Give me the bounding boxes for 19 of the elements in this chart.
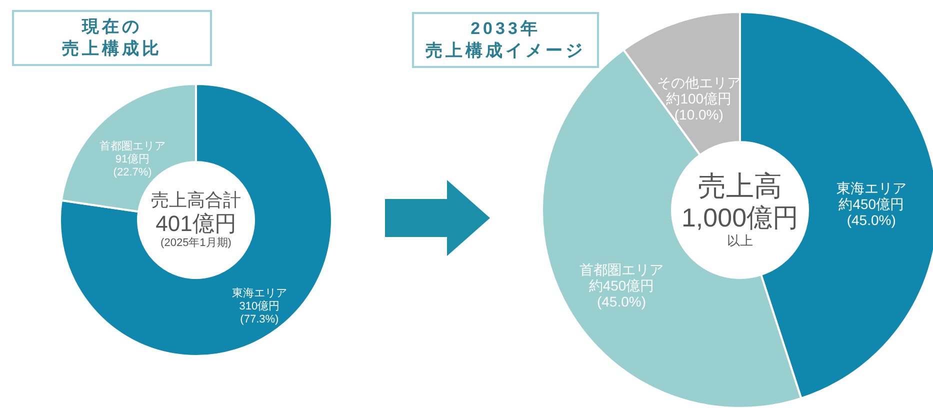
slice-label: その他エリア [656, 74, 741, 91]
data-label: 約100億円 (10.0%) [666, 90, 732, 123]
slice-label: 東海エリア [836, 180, 906, 196]
slice-label: 首都圏エリア [579, 261, 664, 278]
text: 売上高合計 [151, 190, 241, 210]
text: (2025年1月期) [160, 237, 232, 249]
slice-label: 東海エリア [232, 286, 287, 300]
text: 1,000億円 [681, 202, 799, 233]
data-label: 約450億円 (45.0%) [838, 196, 904, 228]
text: 2033年売上構成イメージ [424, 18, 586, 62]
chart-title: 現在の売上構成比 [61, 16, 163, 60]
data-label: 約450億円 (45.0%) [588, 277, 654, 310]
donut-slice [59, 83, 333, 357]
text: 売上高 [698, 170, 782, 202]
text: 以上 [727, 233, 753, 248]
data-label: 310億円 (77.3%) [239, 299, 280, 326]
data-label: 91億円 (22.7%) [113, 152, 152, 179]
slice-label: 首都圏エリア [100, 140, 166, 153]
text: 401億円 [156, 211, 236, 236]
